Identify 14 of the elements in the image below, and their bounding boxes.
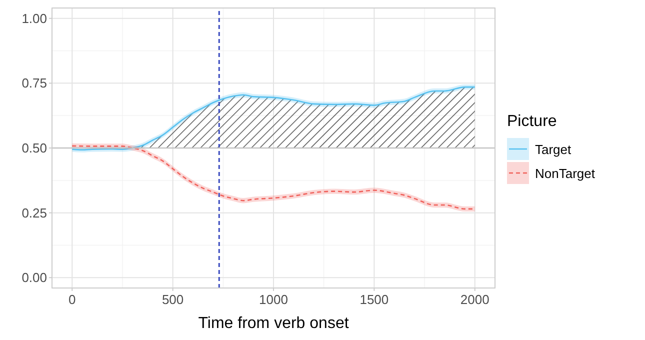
y-tick-label: 0.50: [22, 140, 47, 156]
x-tick-label: 500: [162, 292, 184, 307]
y-tick-label: 0.00: [22, 270, 47, 286]
legend-title: Picture: [507, 113, 557, 130]
y-tick-label: 0.75: [22, 76, 47, 91]
x-tick-label: 1000: [259, 292, 288, 307]
legend-label: Target: [535, 142, 572, 157]
x-tick-label: 2000: [460, 292, 490, 307]
x-tick-label: 1500: [360, 292, 389, 307]
x-tick-label: 0: [68, 292, 76, 307]
x-axis-title: Time from verb onset: [198, 315, 350, 332]
y-tick-label: 0.25: [22, 205, 47, 220]
y-tick-label: 1.00: [22, 10, 47, 26]
legend-label: NonTarget: [535, 166, 596, 181]
